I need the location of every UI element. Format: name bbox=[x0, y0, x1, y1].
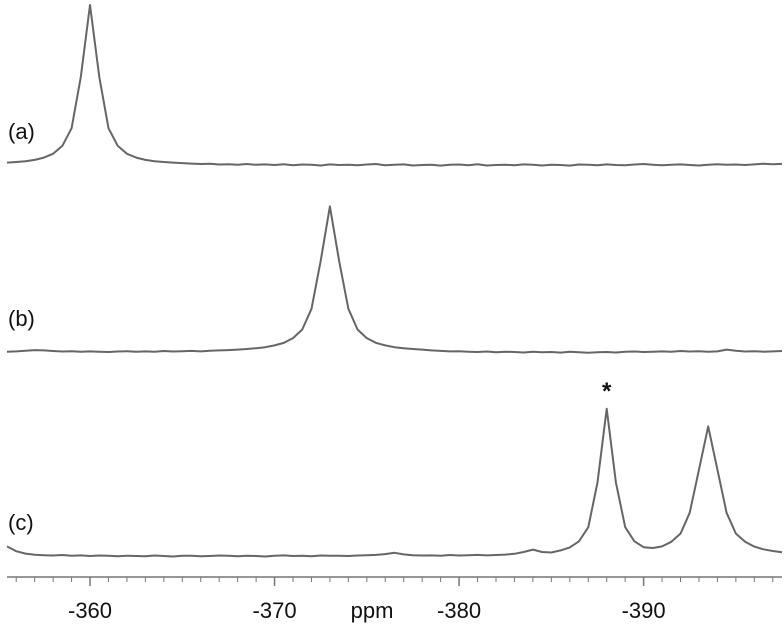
series-label: (c) bbox=[8, 510, 34, 535]
x-tick-label: -380 bbox=[437, 598, 481, 623]
spectrum-line bbox=[6, 205, 783, 354]
series-label: (a) bbox=[8, 119, 35, 144]
series-label: (b) bbox=[8, 306, 35, 331]
x-tick-label: -360 bbox=[68, 598, 112, 623]
spectrum-line bbox=[6, 407, 783, 558]
x-tick-label: -390 bbox=[622, 598, 666, 623]
x-axis-label: ppm bbox=[351, 598, 394, 623]
annotation: * bbox=[602, 378, 612, 405]
x-tick-label: -370 bbox=[253, 598, 297, 623]
spectrum-line bbox=[6, 4, 783, 167]
